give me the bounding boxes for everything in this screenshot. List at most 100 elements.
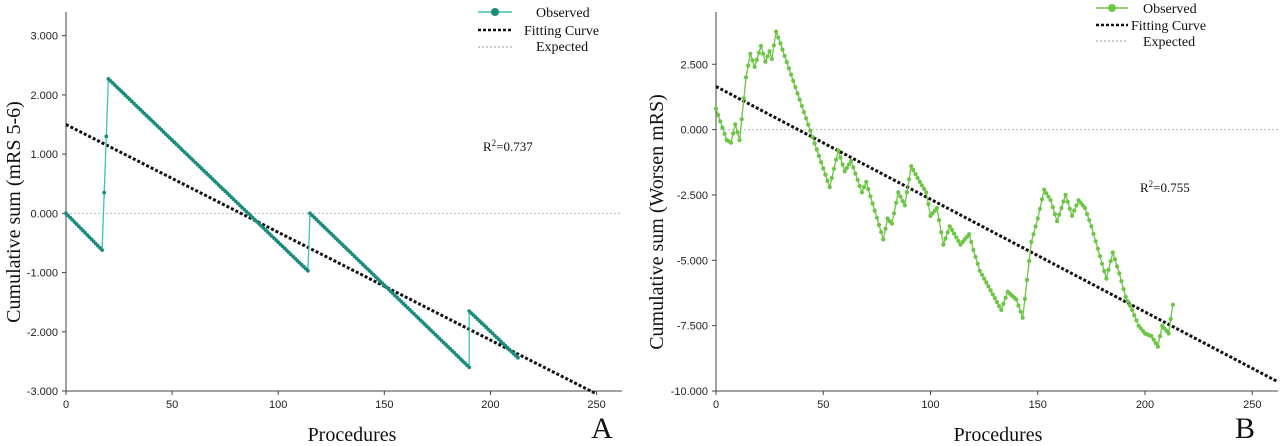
- x-tick-label: 50: [817, 399, 829, 411]
- observed-point: [907, 177, 912, 182]
- y-tick-label: -3.000: [27, 386, 58, 398]
- observed-point: [1093, 239, 1098, 244]
- observed-point: [821, 166, 826, 171]
- observed-point: [870, 201, 875, 206]
- observed-point: [1065, 199, 1070, 204]
- observed-point: [816, 153, 822, 158]
- observed-point: [1125, 299, 1130, 304]
- observed-point: [799, 103, 804, 108]
- observed-point: [784, 60, 789, 65]
- observed-point: [739, 117, 744, 122]
- observed-point: [1046, 194, 1051, 199]
- observed-point: [894, 200, 899, 205]
- observed-point: [846, 162, 852, 167]
- observed-point: [467, 365, 472, 370]
- observed-point: [969, 239, 974, 245]
- observed-point: [1149, 334, 1154, 339]
- observed-point: [752, 64, 757, 69]
- observed-point: [713, 106, 719, 111]
- observed-point: [1112, 257, 1118, 262]
- observed-point: [1074, 203, 1079, 208]
- observed-point: [793, 85, 798, 90]
- x-tick-label: 250: [1243, 399, 1261, 411]
- observed-point: [1048, 198, 1053, 203]
- observed-point: [735, 130, 740, 135]
- observed-point: [939, 230, 944, 235]
- y-tick-label: 1.000: [30, 149, 58, 161]
- observed-point: [977, 268, 982, 273]
- observed-point: [1097, 254, 1103, 259]
- panel-a-observed-series: [64, 77, 520, 370]
- observed-point: [1050, 205, 1055, 210]
- observed-point: [737, 138, 742, 143]
- observed-point: [1110, 250, 1115, 255]
- panel-a: -3.000 -2.000 -1.000 0.000 1.000 2.000 3.000 0…: [3, 6, 622, 446]
- observed-point: [1091, 231, 1096, 236]
- x-tick-label: 50: [166, 399, 178, 411]
- observed-point: [1087, 218, 1092, 223]
- observed-point: [758, 43, 764, 49]
- observed-point: [716, 112, 721, 118]
- observed-point: [765, 54, 770, 59]
- observed-point: [924, 190, 929, 195]
- y-tick-label: 2.500: [680, 59, 708, 71]
- observed-point: [853, 171, 858, 176]
- observed-point: [922, 186, 927, 191]
- observed-point: [1024, 277, 1030, 282]
- observed-point: [896, 190, 901, 195]
- observed-point: [1104, 276, 1109, 281]
- observed-point: [1031, 232, 1036, 237]
- observed-point: [1102, 269, 1107, 274]
- observed-point: [881, 237, 886, 242]
- observed-point: [990, 292, 995, 297]
- observed-point: [868, 194, 873, 199]
- observed-point: [104, 134, 109, 139]
- observed-point: [746, 63, 751, 68]
- observed-point: [1067, 206, 1072, 211]
- observed-point: [1085, 212, 1090, 217]
- observed-point: [947, 224, 952, 229]
- observed-point: [1153, 341, 1158, 346]
- observed-point: [1035, 216, 1040, 221]
- observed-point: [789, 72, 794, 77]
- observed-point: [999, 307, 1004, 313]
- observed-point: [791, 78, 796, 83]
- y-tick-label: 3.000: [30, 31, 58, 43]
- y-tick-label: -2.500: [677, 190, 708, 202]
- observed-point: [876, 222, 882, 228]
- panel-b-legend-expected: Expected: [1143, 35, 1195, 50]
- observed-point: [754, 57, 759, 63]
- y-tick-label: -10.000: [671, 386, 708, 398]
- observed-point: [883, 226, 888, 231]
- observed-point: [769, 56, 774, 62]
- observed-point: [102, 190, 107, 195]
- observed-point: [943, 236, 948, 241]
- observed-point: [306, 268, 310, 273]
- x-tick-label: 150: [1029, 399, 1047, 411]
- panel-b-y-ticks: -10.000 -7.500 -5.000 -2.500 0.000 2.500: [671, 59, 716, 398]
- observed-point: [994, 300, 1000, 305]
- observed-point: [891, 211, 897, 216]
- observed-point: [973, 254, 978, 259]
- panel-a-x-ticks: 0 50 100 150 200 250: [63, 391, 606, 411]
- observed-point: [1089, 224, 1094, 229]
- panel-a-legend-observed-marker: [491, 8, 499, 16]
- panel-a-x-label: Procedures: [308, 424, 397, 446]
- observed-point: [1033, 224, 1038, 229]
- x-tick-label: 100: [921, 399, 939, 411]
- observed-point: [806, 122, 811, 127]
- observed-point: [909, 164, 914, 169]
- observed-point: [728, 140, 734, 145]
- observed-point: [827, 185, 832, 190]
- observed-point: [1042, 187, 1047, 192]
- x-tick-label: 200: [481, 399, 499, 411]
- observed-point: [949, 227, 955, 233]
- observed-point: [1003, 295, 1008, 300]
- observed-point: [898, 194, 903, 199]
- observed-point: [1029, 239, 1034, 245]
- observed-point: [731, 131, 736, 136]
- observed-point: [718, 119, 723, 124]
- observed-point: [937, 218, 942, 223]
- observed-point: [954, 235, 959, 240]
- observed-point: [763, 59, 768, 64]
